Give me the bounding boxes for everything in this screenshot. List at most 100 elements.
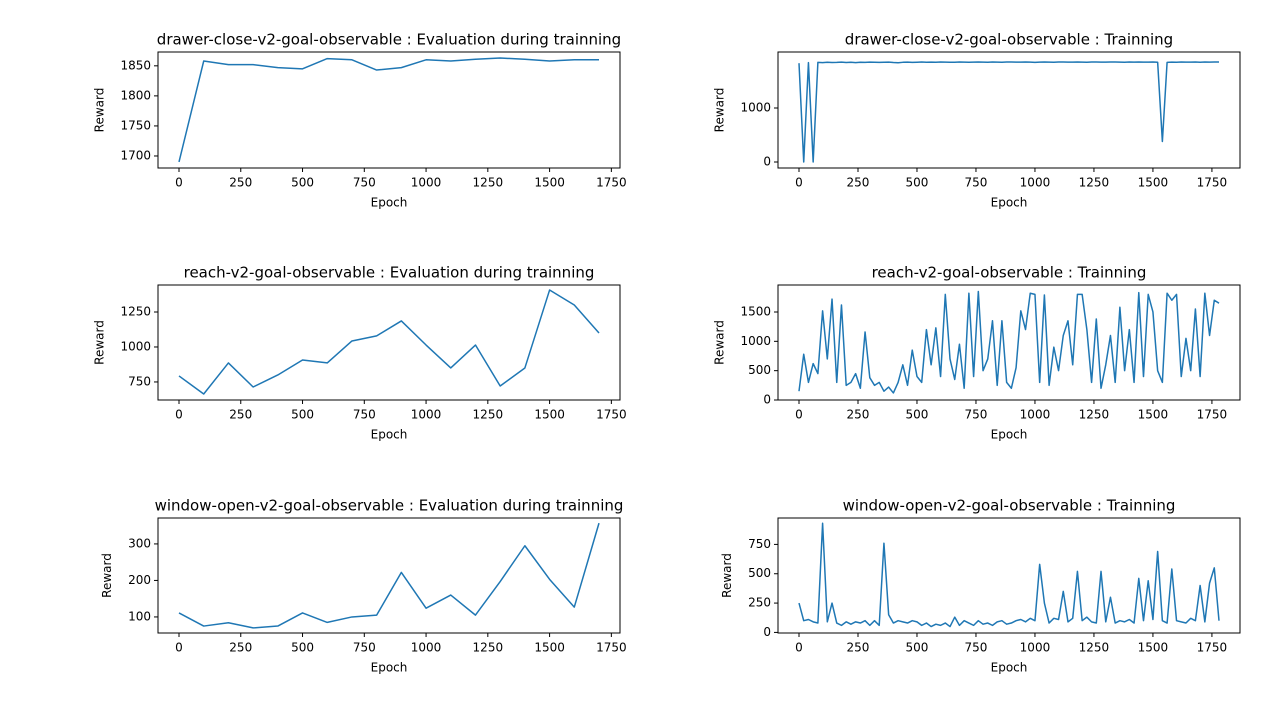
y-tick-label: 300 xyxy=(128,536,151,550)
subplot-title: drawer-close-v2-goal-observable : Trainn… xyxy=(845,31,1173,49)
y-tick-label: 1000 xyxy=(740,101,771,115)
x-tick-label: 1750 xyxy=(1197,641,1228,655)
x-tick-label: 0 xyxy=(175,176,183,190)
y-tick-label: 200 xyxy=(128,573,151,587)
x-axis-label: Epoch xyxy=(371,428,408,442)
x-tick-label: 1000 xyxy=(1020,408,1051,422)
y-axis-label: Reward xyxy=(100,553,114,598)
x-tick-label: 1250 xyxy=(473,176,504,190)
x-tick-label: 0 xyxy=(175,641,183,655)
y-tick-label: 1250 xyxy=(120,305,151,319)
subplot-title: reach-v2-goal-observable : Trainning xyxy=(872,264,1147,282)
x-tick-label: 1000 xyxy=(1020,176,1051,190)
data-line xyxy=(178,522,600,629)
x-tick-label: 500 xyxy=(906,408,929,422)
x-tick-label: 1000 xyxy=(411,641,442,655)
x-axis-label: Epoch xyxy=(991,661,1028,675)
x-tick-label: 1750 xyxy=(1197,408,1228,422)
x-tick-label: 0 xyxy=(795,641,803,655)
x-tick-label: 500 xyxy=(906,641,929,655)
data-line xyxy=(798,290,1220,394)
data-line xyxy=(798,522,1220,628)
y-axis-label: Reward xyxy=(93,88,107,133)
x-tick-label: 750 xyxy=(965,176,988,190)
x-axis-label: Epoch xyxy=(991,196,1028,210)
axes-frame xyxy=(157,517,621,634)
x-tick-label: 750 xyxy=(965,408,988,422)
x-tick-label: 1000 xyxy=(411,176,442,190)
x-tick-label: 1750 xyxy=(596,641,627,655)
x-tick-label: 750 xyxy=(353,408,376,422)
y-tick-label: 1000 xyxy=(740,334,771,348)
subplot-title: reach-v2-goal-observable : Evaluation du… xyxy=(184,264,595,282)
y-tick-label: 0 xyxy=(763,625,771,639)
x-tick-label: 250 xyxy=(847,641,870,655)
x-tick-label: 500 xyxy=(291,176,314,190)
y-tick-label: 500 xyxy=(748,566,771,580)
x-tick-label: 250 xyxy=(847,408,870,422)
y-axis-label: Reward xyxy=(713,320,727,365)
x-tick-label: 1000 xyxy=(1020,641,1051,655)
x-tick-label: 750 xyxy=(965,641,988,655)
axes-frame xyxy=(157,51,621,169)
x-tick-label: 1000 xyxy=(411,408,442,422)
x-tick-label: 0 xyxy=(175,408,183,422)
axes-frame xyxy=(157,284,621,401)
y-tick-label: 1750 xyxy=(120,118,151,132)
subplot: drawer-close-v2-goal-observable : Trainn… xyxy=(713,31,1241,210)
subplot-title: drawer-close-v2-goal-observable : Evalua… xyxy=(157,31,621,49)
x-tick-label: 1250 xyxy=(473,641,504,655)
y-tick-label: 0 xyxy=(763,155,771,169)
subplot: drawer-close-v2-goal-observable : Evalua… xyxy=(93,31,627,210)
y-tick-label: 1500 xyxy=(740,304,771,318)
x-tick-label: 500 xyxy=(291,408,314,422)
x-tick-label: 500 xyxy=(291,641,314,655)
x-tick-label: 1250 xyxy=(1079,408,1110,422)
x-tick-label: 250 xyxy=(229,641,252,655)
subplot: window-open-v2-goal-observable : Trainni… xyxy=(720,497,1241,675)
x-tick-label: 1250 xyxy=(473,408,504,422)
y-tick-label: 1700 xyxy=(120,148,151,162)
x-tick-label: 1500 xyxy=(534,408,565,422)
y-tick-label: 1800 xyxy=(120,88,151,102)
axes-frame xyxy=(777,51,1241,169)
subplot-title: window-open-v2-goal-observable : Evaluat… xyxy=(155,497,624,515)
x-tick-label: 250 xyxy=(847,176,870,190)
x-tick-label: 1750 xyxy=(596,176,627,190)
x-tick-label: 1500 xyxy=(1138,641,1169,655)
y-tick-label: 1850 xyxy=(120,58,151,72)
x-tick-label: 500 xyxy=(906,176,929,190)
x-axis-label: Epoch xyxy=(991,428,1028,442)
x-tick-label: 1500 xyxy=(534,176,565,190)
y-tick-label: 500 xyxy=(748,363,771,377)
subplot-title: window-open-v2-goal-observable : Trainni… xyxy=(843,497,1176,515)
axes-frame xyxy=(777,517,1241,634)
y-tick-label: 250 xyxy=(748,596,771,610)
y-tick-label: 750 xyxy=(128,374,151,388)
subplot: reach-v2-goal-observable : Evaluation du… xyxy=(93,264,627,442)
x-tick-label: 0 xyxy=(795,408,803,422)
x-tick-label: 1500 xyxy=(1138,176,1169,190)
subplot: window-open-v2-goal-observable : Evaluat… xyxy=(100,497,627,675)
x-tick-label: 1750 xyxy=(596,408,627,422)
subplot: reach-v2-goal-observable : Trainning 0 250… xyxy=(713,264,1241,442)
axes-frame xyxy=(777,284,1241,401)
x-tick-label: 250 xyxy=(229,176,252,190)
y-axis-label: Reward xyxy=(713,88,727,133)
x-axis-label: Epoch xyxy=(371,661,408,675)
y-tick-label: 750 xyxy=(748,537,771,551)
x-axis-label: Epoch xyxy=(371,196,408,210)
y-tick-label: 0 xyxy=(763,393,771,407)
y-tick-label: 100 xyxy=(128,609,151,623)
x-tick-label: 1250 xyxy=(1079,641,1110,655)
data-line xyxy=(178,57,599,163)
data-line xyxy=(178,289,600,395)
x-tick-label: 750 xyxy=(353,641,376,655)
x-tick-label: 1500 xyxy=(534,641,565,655)
y-axis-label: Reward xyxy=(720,553,734,598)
data-line xyxy=(798,61,1220,163)
x-tick-label: 1750 xyxy=(1197,176,1228,190)
x-tick-label: 750 xyxy=(353,176,376,190)
x-tick-label: 1500 xyxy=(1138,408,1169,422)
